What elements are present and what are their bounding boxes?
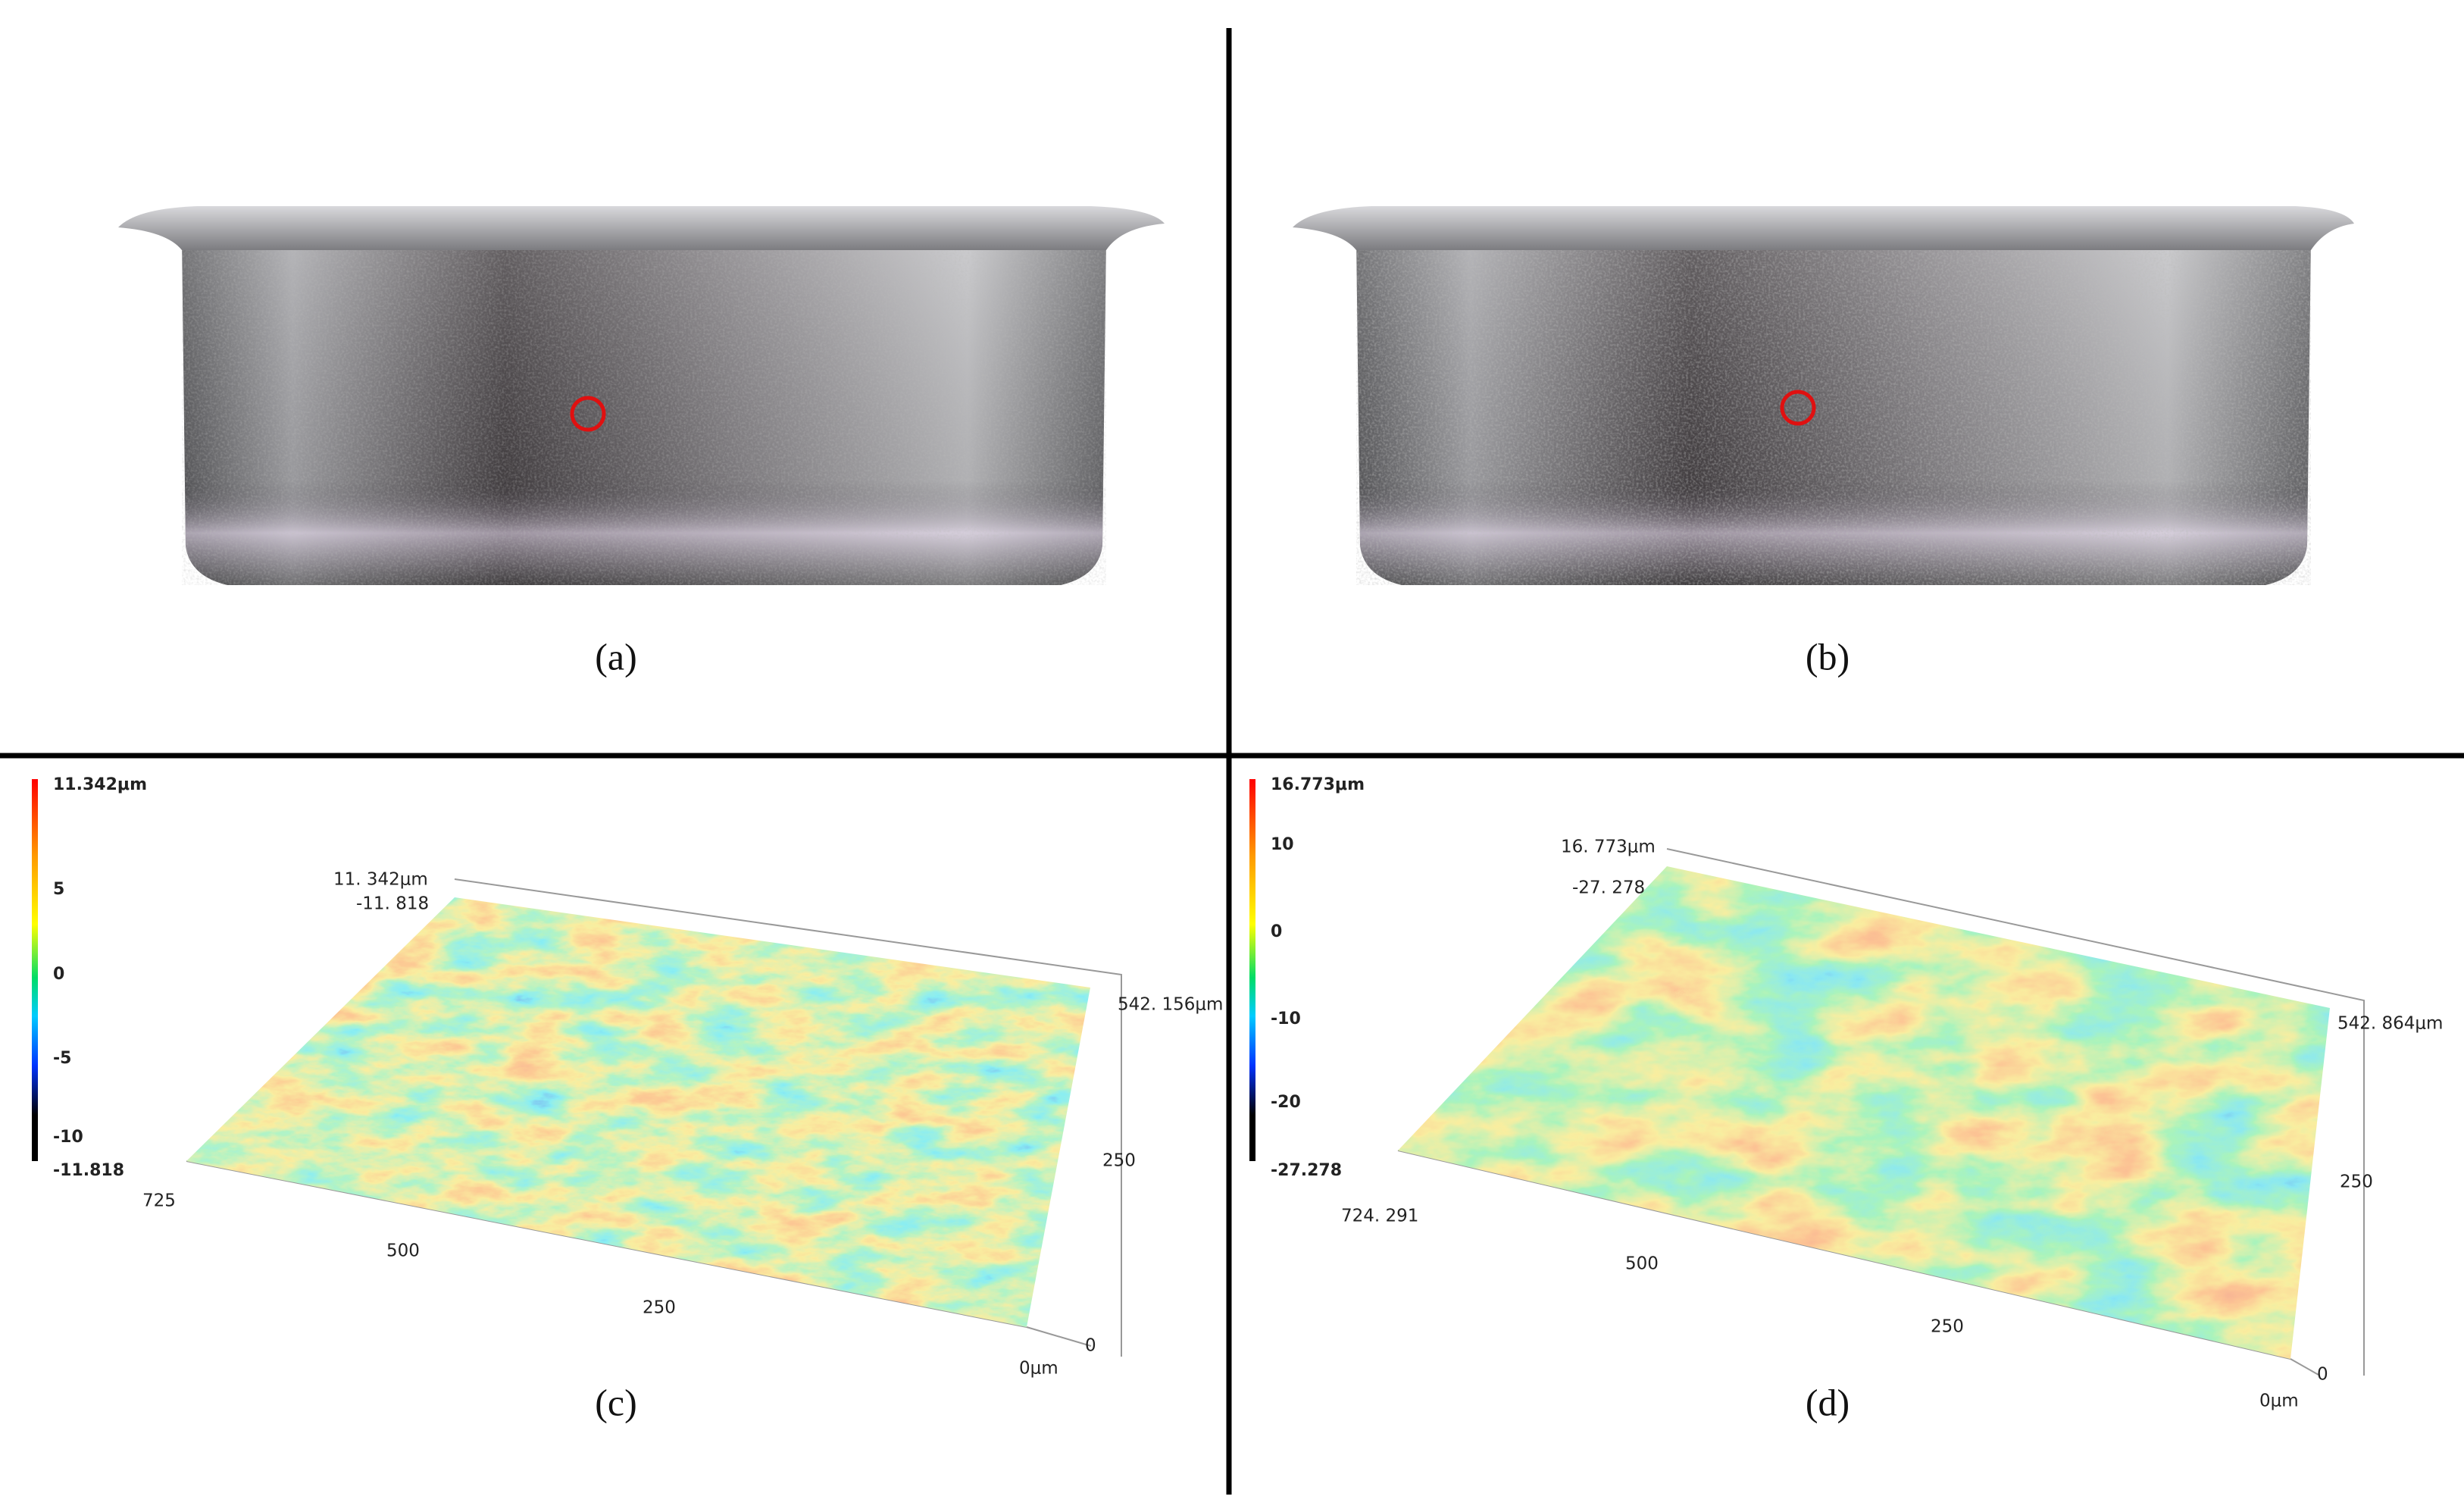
colorbar-label: -27.278 [1271,1161,1342,1180]
colorbar-label: 0 [1271,922,1282,941]
surface-map [186,897,1090,1327]
axis-label: 11. 342μm [333,870,428,890]
colorbar-label: -5 [53,1049,71,1068]
panel-label: (d) [1806,1381,1850,1423]
colorbar-label: 10 [1271,835,1294,854]
axis-label: 724. 291 [1341,1207,1418,1226]
axis-label: 250 [643,1298,676,1318]
axis-label: 500 [1625,1254,1659,1274]
colorbar-label: -10 [53,1128,83,1147]
axis-label: 0 [2317,1365,2328,1385]
axis-label: 250 [1931,1317,1964,1337]
colorbar [1249,779,1255,1161]
colorbar-label: 0 [53,965,64,984]
cup-photo [118,206,1165,585]
axis-label: 500 [386,1241,420,1261]
colorbar-label: -20 [1271,1093,1301,1112]
axis-label: -11. 818 [356,894,429,914]
axis-label: 542. 156μm [1118,995,1223,1015]
axis-label: 250 [1102,1151,1136,1171]
axis-label: 16. 773μm [1561,837,1656,857]
axis-label: -27. 278 [1572,878,1645,898]
axis-label: 725 [142,1191,176,1211]
panel-label: (b) [1806,635,1850,678]
axis-label: 250 [2340,1172,2373,1192]
colorbar-label: -11.818 [53,1161,124,1180]
panel-label: (a) [595,635,637,678]
cup-photo [1293,206,2354,585]
axis-label: 542. 864μm [2337,1014,2443,1034]
panel-label: (c) [595,1381,637,1423]
colorbar-label: -10 [1271,1010,1301,1028]
axis-label: 0μm [2259,1391,2299,1411]
colorbar-label: 11.342μm [53,775,147,794]
surface-map [1398,866,2330,1359]
colorbar-label: 5 [53,880,64,899]
axis-label: 0 [1085,1336,1096,1356]
colorbar [32,779,38,1161]
axis-label: 0μm [1019,1359,1058,1379]
colorbar-label: 16.773μm [1271,775,1365,794]
